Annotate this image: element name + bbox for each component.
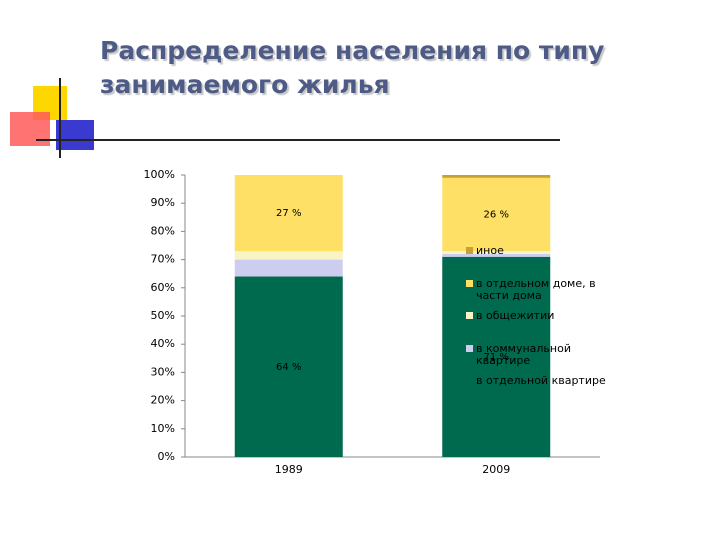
data-label: 26 % [484, 209, 509, 220]
bar-segment [442, 256, 551, 457]
legend-label: иное [476, 244, 504, 257]
bar-segment [234, 251, 343, 260]
legend-label: в отдельной квартире [476, 374, 606, 387]
legend-swatch [466, 280, 473, 287]
legend-swatch [466, 312, 473, 319]
x-tick-label: 2009 [482, 463, 510, 476]
data-label: 64 % [276, 362, 301, 373]
legend-item: в отдельной квартире [466, 375, 606, 387]
bar-segment [234, 175, 343, 252]
y-tick-label: 60% [151, 281, 175, 294]
legend-item: иное [466, 245, 606, 257]
bar-segment [442, 251, 551, 254]
legend-item: в отдельном доме, в части дома [466, 278, 606, 302]
legend-item: в коммунальной квартире [466, 343, 606, 367]
bar-segment [442, 175, 551, 178]
y-tick-label: 10% [151, 422, 175, 435]
bar-segment [442, 177, 551, 252]
y-tick-label: 80% [151, 224, 175, 237]
legend-label: в коммунальной квартире [476, 342, 571, 367]
y-tick-label: 0% [158, 450, 175, 463]
data-label: 71 % [484, 352, 509, 363]
y-tick-label: 20% [151, 394, 175, 407]
legend-swatch [466, 377, 473, 384]
x-tick-label: 1989 [275, 463, 303, 476]
legend-label: в общежитии [476, 309, 555, 322]
bar-segment [234, 259, 343, 277]
y-tick-label: 90% [151, 196, 175, 209]
legend-swatch [466, 345, 473, 352]
y-tick-label: 30% [151, 365, 175, 378]
bar-segment [442, 253, 551, 257]
data-label: 27 % [276, 208, 301, 219]
legend-item: в общежитии [466, 310, 606, 322]
y-tick-label: 70% [151, 253, 175, 266]
legend-swatch [466, 247, 473, 254]
legend-label: в отдельном доме, в части дома [476, 277, 596, 302]
bar-segment [234, 276, 343, 457]
y-tick-label: 100% [144, 168, 175, 181]
y-tick-label: 50% [151, 309, 175, 322]
decor-square [56, 120, 94, 150]
chart-title: Распределение населения по типу занимаем… [100, 36, 605, 99]
y-tick-label: 40% [151, 337, 175, 350]
